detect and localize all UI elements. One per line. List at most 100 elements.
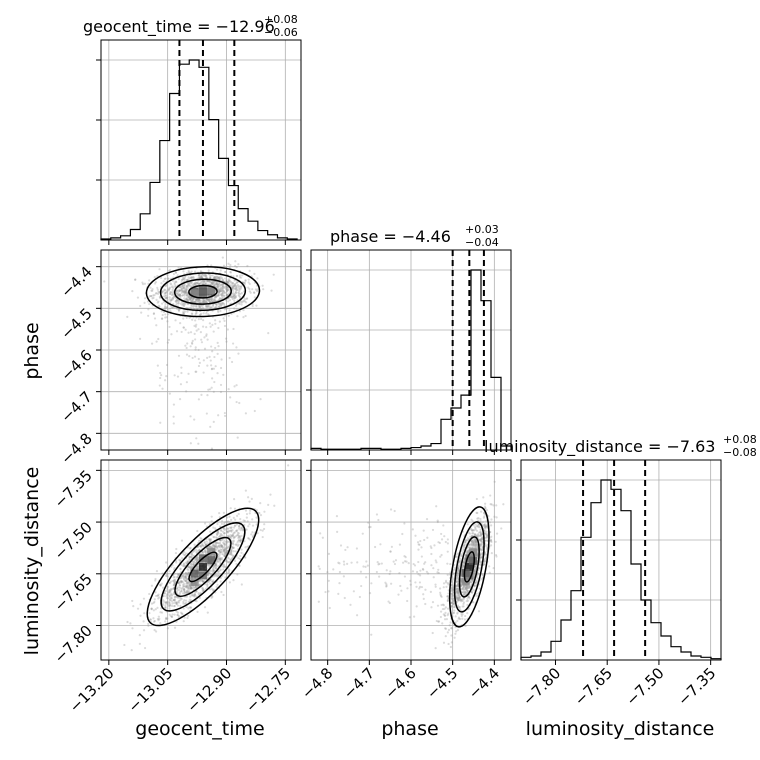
sample-point	[206, 298, 209, 301]
sample-point	[188, 298, 191, 301]
sample-point	[168, 589, 171, 592]
sample-point	[475, 543, 478, 546]
sample-point	[457, 599, 461, 602]
sample-point	[194, 305, 198, 308]
sample-point	[150, 294, 153, 298]
sample-point	[165, 296, 169, 299]
svg-text:geocent_time = −12.96: geocent_time = −12.96	[83, 17, 275, 37]
sample-point	[239, 285, 243, 289]
sample-point	[171, 604, 174, 608]
sample-point	[215, 281, 218, 284]
sample-point	[211, 580, 215, 583]
sample-point	[232, 546, 235, 549]
sample-point	[468, 586, 471, 589]
sample-point	[233, 385, 236, 388]
sample-point	[214, 319, 217, 322]
sample-point	[168, 590, 171, 593]
sample-point	[197, 357, 200, 361]
sample-point	[483, 525, 486, 528]
sample-point	[177, 599, 180, 602]
sample-point	[466, 552, 469, 555]
sample-point	[216, 341, 219, 345]
sample-point	[471, 529, 474, 532]
sample-point	[185, 346, 188, 350]
sample-point	[461, 588, 464, 591]
sample-point	[409, 583, 412, 586]
sample-point	[191, 339, 194, 342]
panels: −7.80 −7.65 −7.50 −7.35−4.8−4.7−4.6−4.5−4.4…	[51, 39, 722, 716]
sample-point	[461, 605, 464, 608]
sample-point	[187, 299, 190, 303]
sample-point	[197, 328, 200, 331]
sample-point	[219, 561, 222, 565]
sample-point	[259, 528, 262, 532]
sample-point	[168, 288, 171, 291]
sample-point	[219, 288, 223, 291]
sample-point	[473, 570, 477, 573]
sample-point	[209, 274, 212, 277]
sample-point	[164, 306, 167, 309]
sample-point	[483, 529, 486, 532]
sample-point	[239, 539, 242, 542]
sample-point	[207, 299, 210, 302]
sample-point	[175, 292, 178, 295]
sample-point	[195, 297, 199, 301]
sample-point	[221, 286, 224, 290]
sample-point	[455, 592, 459, 595]
sample-point	[368, 526, 371, 529]
sample-point	[206, 305, 209, 308]
sample-point	[456, 596, 459, 599]
sample-point	[401, 532, 404, 536]
sample-point	[253, 409, 256, 413]
sample-point	[393, 562, 397, 566]
sample-point	[230, 284, 233, 287]
sample-point	[234, 260, 237, 263]
x-tick-label: −13.05	[125, 664, 177, 716]
sample-point	[454, 589, 458, 592]
sample-point	[192, 594, 195, 597]
x-tick-label: −4.4	[465, 664, 503, 702]
sample-point	[228, 282, 231, 285]
sample-point	[218, 290, 221, 293]
sample-point	[186, 293, 189, 297]
sample-point	[469, 581, 473, 584]
sample-point	[180, 289, 184, 293]
sample-point	[474, 541, 477, 545]
sample-point	[213, 280, 216, 284]
sample-point	[219, 543, 222, 547]
sample-point	[194, 548, 198, 551]
sample-point	[234, 296, 237, 299]
sample-point	[248, 287, 251, 291]
sample-point	[191, 594, 194, 597]
sample-point	[441, 622, 444, 625]
sample-point	[178, 294, 182, 298]
sample-point	[479, 538, 483, 542]
sample-point	[235, 281, 238, 285]
sample-point	[457, 599, 460, 602]
sample-point	[490, 518, 493, 521]
sample-point	[219, 383, 223, 387]
sample-point	[489, 544, 493, 547]
sample-point	[182, 573, 186, 576]
sample-point	[192, 563, 195, 567]
sample-point	[483, 524, 487, 528]
sample-point	[199, 299, 202, 302]
sample-point	[424, 602, 427, 606]
sample-point	[162, 295, 166, 298]
sample-point	[189, 442, 192, 445]
sample-point	[231, 295, 235, 298]
sample-point	[138, 634, 141, 637]
sample-point	[219, 309, 222, 313]
sample-point	[169, 291, 172, 294]
sample-point	[237, 286, 240, 289]
sample-point	[175, 561, 178, 564]
sample-point	[171, 293, 174, 297]
sample-point	[211, 569, 214, 572]
sample-point	[189, 285, 193, 288]
sample-point	[457, 595, 460, 598]
sample-point	[232, 550, 235, 553]
sample-point	[456, 580, 459, 584]
sample-point	[199, 545, 203, 548]
sample-point	[208, 565, 211, 568]
sample-point	[173, 295, 176, 299]
